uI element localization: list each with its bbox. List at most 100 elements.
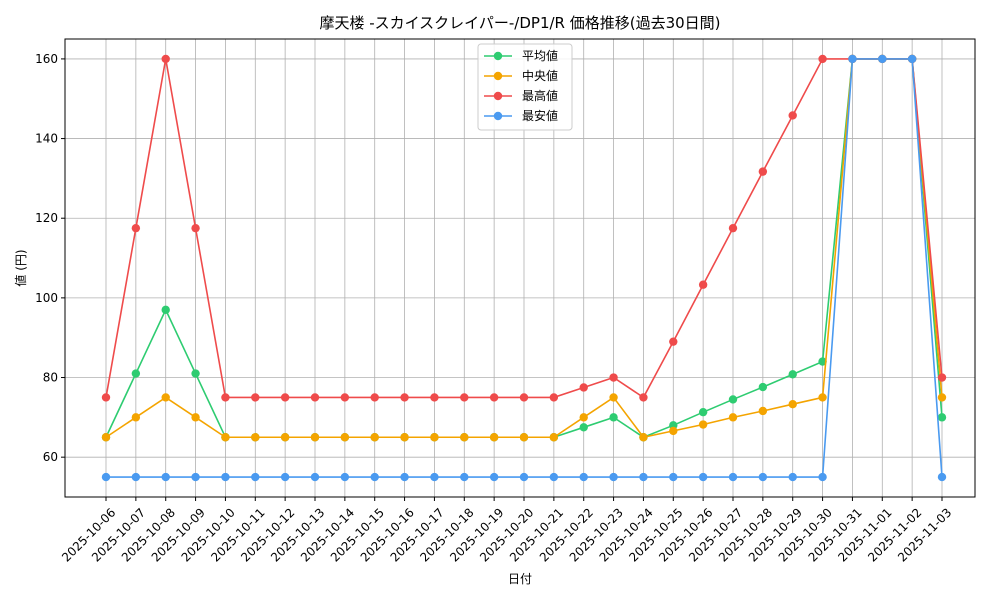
data-point xyxy=(400,433,409,442)
data-point xyxy=(489,472,499,482)
data-point xyxy=(131,369,141,378)
data-point xyxy=(101,433,111,442)
data-point xyxy=(430,433,439,442)
data-point xyxy=(340,393,350,402)
data-point xyxy=(101,472,111,482)
data-point xyxy=(161,54,170,64)
data-point xyxy=(818,54,827,64)
data-point xyxy=(489,433,499,442)
legend-label: 最高値 xyxy=(522,88,558,103)
legend-marker xyxy=(493,91,503,101)
series-3 xyxy=(101,54,947,482)
chart-title: 摩天楼 -スカイスクレイパー-/DP1/R 価格推移(過去30日間) xyxy=(319,14,720,32)
data-point xyxy=(101,393,111,402)
data-point xyxy=(609,373,618,382)
data-point xyxy=(579,383,588,392)
data-point xyxy=(430,472,439,482)
data-point xyxy=(310,433,320,442)
data-point xyxy=(460,393,469,402)
data-point xyxy=(191,223,200,233)
data-point xyxy=(519,472,529,482)
data-point xyxy=(519,433,529,442)
data-point xyxy=(937,413,947,422)
data-point xyxy=(728,413,738,422)
legend-item: 最安値 xyxy=(484,108,558,123)
data-point xyxy=(698,472,708,482)
data-point xyxy=(878,54,887,64)
data-point xyxy=(818,472,827,482)
data-point xyxy=(698,280,708,289)
data-point xyxy=(937,373,947,382)
data-point xyxy=(400,393,409,402)
legend-label: 最安値 xyxy=(522,108,558,123)
data-point xyxy=(669,337,678,346)
data-point xyxy=(221,472,230,482)
data-point xyxy=(788,400,797,409)
data-point xyxy=(639,433,648,442)
data-point xyxy=(251,433,260,442)
legend-item: 平均値 xyxy=(484,48,558,63)
data-point xyxy=(370,393,379,402)
data-point xyxy=(131,223,141,233)
data-point xyxy=(251,472,260,482)
data-point xyxy=(728,472,738,482)
data-point xyxy=(549,393,559,402)
legend-box xyxy=(477,43,573,131)
data-point xyxy=(221,433,230,442)
data-point xyxy=(698,407,708,417)
data-point xyxy=(430,393,439,402)
data-point xyxy=(579,423,588,432)
y-tick-label: 60 xyxy=(43,450,58,464)
data-point xyxy=(758,472,768,482)
data-point xyxy=(161,472,170,482)
data-point xyxy=(370,472,379,482)
y-axis-label: 値 (円) xyxy=(13,249,28,286)
legend-item: 最高値 xyxy=(484,88,558,103)
data-point xyxy=(728,223,738,233)
data-point xyxy=(519,393,529,402)
legend-label: 中央値 xyxy=(522,68,558,83)
data-point xyxy=(191,369,200,378)
x-axis-label: 日付 xyxy=(508,572,532,586)
data-point xyxy=(639,472,648,482)
data-point xyxy=(609,413,618,422)
data-point xyxy=(161,393,170,402)
data-point xyxy=(131,472,141,482)
plot-area-frame xyxy=(64,38,976,498)
data-point xyxy=(370,433,379,442)
y-tick-label: 120 xyxy=(35,211,58,225)
data-point xyxy=(758,382,768,392)
data-point xyxy=(460,472,469,482)
data-point xyxy=(937,472,947,482)
y-tick-label: 140 xyxy=(35,132,58,146)
data-point xyxy=(609,472,618,482)
data-point xyxy=(788,370,797,379)
data-point xyxy=(907,54,917,64)
data-point xyxy=(340,433,350,442)
y-tick-label: 160 xyxy=(35,52,58,66)
data-point xyxy=(191,413,200,422)
data-point xyxy=(549,433,559,442)
data-point xyxy=(669,426,678,436)
data-point xyxy=(818,357,827,366)
legend-item: 中央値 xyxy=(484,68,558,83)
data-point xyxy=(161,305,170,315)
data-point xyxy=(579,413,588,422)
data-point xyxy=(788,111,797,120)
data-point xyxy=(280,472,290,482)
data-point xyxy=(310,472,320,482)
data-point xyxy=(788,472,797,482)
y-tick-label: 80 xyxy=(43,371,58,385)
data-point xyxy=(251,393,260,402)
data-point xyxy=(639,393,648,402)
data-point xyxy=(669,472,678,482)
data-point xyxy=(728,395,738,404)
data-point xyxy=(818,393,827,402)
legend-marker xyxy=(493,111,503,121)
data-point xyxy=(758,167,768,176)
data-point xyxy=(609,393,618,402)
data-point xyxy=(131,413,141,422)
